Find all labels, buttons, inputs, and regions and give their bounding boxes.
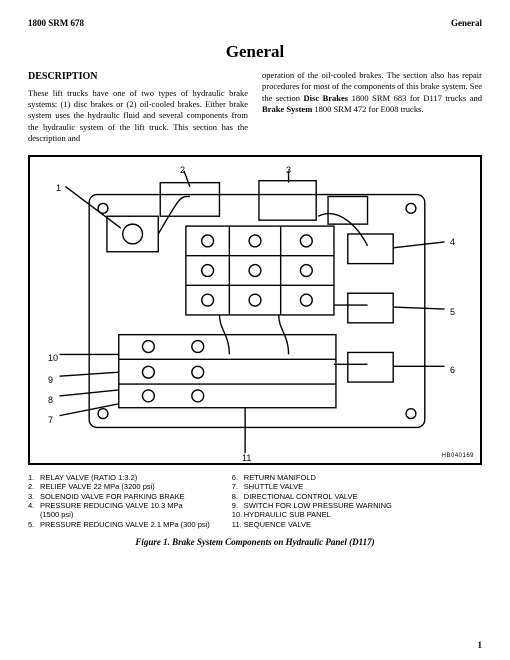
page-header: 1800 SRM 678 General <box>28 18 482 28</box>
callout-11: 11 <box>242 453 251 463</box>
legend-left: 1.RELAY VALVE (RATIO 1:3.2) 2.RELIEF VAL… <box>28 473 210 529</box>
legend-item: 2.RELIEF VALVE 22 MPa (3200 psi) <box>28 482 210 491</box>
figure: 1 2 3 4 5 6 10 9 8 7 11 HB040169 1.RELAY… <box>28 155 482 547</box>
legend-item: 5.PRESSURE REDUCING VALVE 2.1 MPa (300 p… <box>28 520 210 529</box>
legend-item: 11.SEQUENCE VALVE <box>232 520 392 529</box>
header-right: General <box>451 18 482 28</box>
callout-7: 7 <box>48 415 53 425</box>
paragraph-right: operation of the oil-cooled brakes. The … <box>262 70 482 116</box>
legend: 1.RELAY VALVE (RATIO 1:3.2) 2.RELIEF VAL… <box>28 473 482 529</box>
callout-2: 2 <box>180 165 185 175</box>
callout-1: 1 <box>56 183 61 193</box>
legend-item: 10.HYDRAULIC SUB PANEL <box>232 510 392 519</box>
column-right: operation of the oil-cooled brakes. The … <box>262 70 482 145</box>
legend-item: 6.RETURN MANIFOLD <box>232 473 392 482</box>
legend-item: 3.SOLENOID VALVE FOR PARKING BRAKE <box>28 492 210 501</box>
figure-caption: Figure 1. Brake System Components on Hyd… <box>28 537 482 547</box>
callout-10: 10 <box>48 353 58 363</box>
hydraulic-panel-diagram <box>30 157 480 463</box>
callout-9: 9 <box>48 375 53 385</box>
header-left: 1800 SRM 678 <box>28 18 84 28</box>
legend-right: 6.RETURN MANIFOLD 7.SHUTTLE VALVE 8.DIRE… <box>232 473 392 529</box>
callout-4: 4 <box>450 237 455 247</box>
legend-item: 9.SWITCH FOR LOW PRESSURE WARNING <box>232 501 392 510</box>
section-title: General <box>28 42 482 62</box>
legend-item: 8.DIRECTIONAL CONTROL VALVE <box>232 492 392 501</box>
description-heading: DESCRIPTION <box>28 70 248 84</box>
figure-id: HB040169 <box>442 453 474 459</box>
paragraph-left: These lift trucks have one of two types … <box>28 88 248 145</box>
legend-item: 1.RELAY VALVE (RATIO 1:3.2) <box>28 473 210 482</box>
column-left: DESCRIPTION These lift trucks have one o… <box>28 70 248 145</box>
legend-item: 4.PRESSURE REDUCING VALVE 10.3 MPa <box>28 501 210 510</box>
page-number: 1 <box>478 640 483 650</box>
callout-3: 3 <box>286 165 291 175</box>
callout-6: 6 <box>450 365 455 375</box>
callout-5: 5 <box>450 307 455 317</box>
callout-8: 8 <box>48 395 53 405</box>
figure-box: 1 2 3 4 5 6 10 9 8 7 11 HB040169 <box>28 155 482 465</box>
legend-item: 7.SHUTTLE VALVE <box>232 482 392 491</box>
body-columns: DESCRIPTION These lift trucks have one o… <box>28 70 482 145</box>
legend-item: (1500 psi) <box>28 510 210 519</box>
